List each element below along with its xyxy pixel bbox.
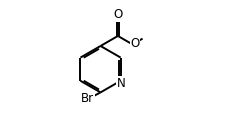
Text: N: N [117,77,126,90]
Text: Br: Br [81,92,94,105]
Text: O: O [113,8,123,21]
Text: O: O [130,37,140,50]
